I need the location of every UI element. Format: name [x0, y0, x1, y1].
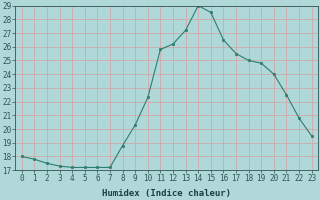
X-axis label: Humidex (Indice chaleur): Humidex (Indice chaleur) [102, 189, 231, 198]
